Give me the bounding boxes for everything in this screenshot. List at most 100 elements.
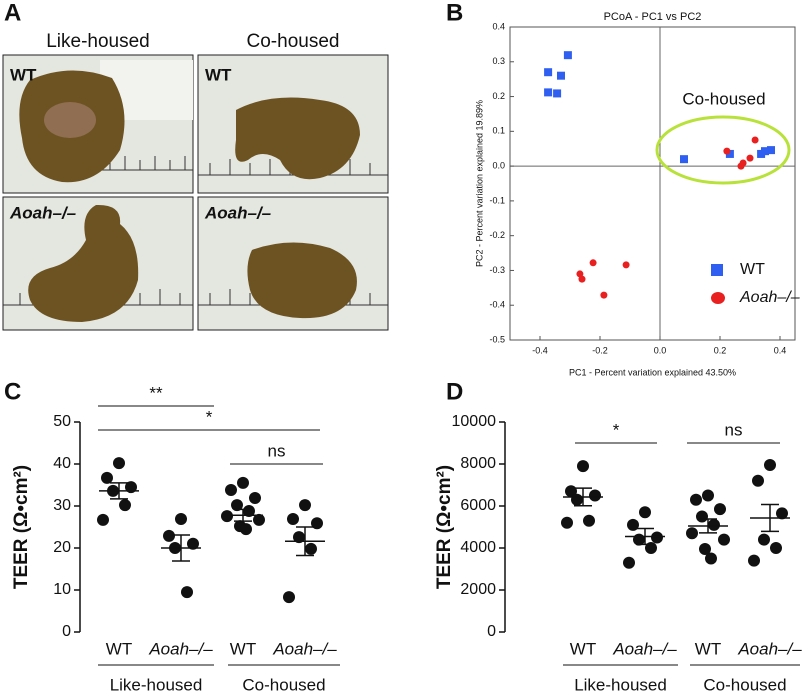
photo [2,196,194,331]
significance-label: ns [725,420,743,439]
point [622,261,630,269]
x-axis-label: PC1 - Percent variation explained 43.50% [569,367,736,377]
point [761,147,769,156]
legend-label: Aoah–/– [739,289,800,306]
y-axis-label: TEER (Ω•cm²) [434,465,455,589]
point [699,543,711,556]
point [544,88,553,97]
panel-label: C [4,378,21,405]
column-title: Like-housed [46,31,150,52]
photo [197,54,389,194]
point [119,499,131,512]
point [770,542,782,554]
point [748,554,760,567]
point [751,136,759,144]
point [764,459,776,472]
point [758,533,770,546]
x-tick-label: 0.0 [654,345,667,355]
point [249,492,261,505]
y-tick-label: 40 [53,455,71,472]
x-tick-label: 0.2 [714,345,727,355]
point [708,518,720,531]
x-tick-label: 0.4 [774,345,787,355]
group-label: Co-housed [242,675,325,693]
point [752,474,764,487]
point [125,481,137,494]
point [101,471,113,484]
y-tick-label: 0.0 [492,160,505,170]
photo [197,196,389,331]
y-tick-label: 8000 [460,455,496,472]
photo-tiles [2,54,389,331]
cluster-outline [655,115,791,185]
point [680,155,688,164]
significance-label: * [206,407,213,426]
group-label: Like-housed [574,675,667,693]
y-tick-label: 30 [53,497,71,514]
point [240,523,252,536]
point [589,259,597,267]
point [686,527,698,540]
point [589,489,601,502]
y-tick-label: 4000 [460,539,496,556]
panel-label: D [446,378,463,405]
x-tick-label: WT [106,639,132,658]
chart-title: PCoA - PC1 vs PC2 [604,11,702,23]
y-tick-label: 10 [53,581,71,598]
column-title: Co-housed [247,31,340,52]
point [623,556,635,569]
point [283,591,295,604]
point [776,507,788,520]
point [714,503,726,516]
group-label: Like-housed [110,675,203,693]
x-tick-label: WT [695,639,721,658]
point [578,275,586,283]
y-tick-label: 0.1 [492,126,505,136]
legend-label: WT [740,261,765,278]
tile-label: WT [10,65,37,84]
point [163,529,175,542]
tile-label: Aoah–/– [204,203,272,222]
y-tick-label: 0.2 [492,91,505,101]
point [97,513,109,526]
point [553,89,562,98]
point [561,516,573,529]
y-tick-label: 20 [53,539,71,556]
point [243,505,255,518]
point [181,586,193,599]
x-tick-label: WT [230,639,256,658]
y-axis-label: PC2 - Percent variation explained 19.89% [474,100,484,267]
point [544,68,553,77]
point [287,513,299,526]
x-tick-label: -0.4 [532,345,548,355]
point [767,146,775,155]
x-tick-label: Aoah–/– [148,639,213,658]
point [583,514,595,527]
y-tick-label: 0.3 [492,56,505,66]
point [187,537,199,550]
point [725,149,734,158]
annotation: Co-housed [682,89,765,108]
point [600,291,608,299]
point [113,457,125,470]
panel-label: B [446,0,463,26]
x-tick-label: -0.2 [592,345,608,355]
significance-label: ns [268,441,286,460]
point [737,162,745,170]
point [305,542,317,555]
point [690,493,702,506]
y-tick-label: 0 [62,623,71,640]
panel-label: A [4,0,21,26]
y-tick-label: 6000 [460,497,496,514]
y-tick-label: -0.3 [489,265,505,275]
y-tick-label: 0.4 [492,21,505,31]
y-tick-label: -0.2 [489,230,505,240]
group-label: Co-housed [703,675,786,693]
point [651,531,663,544]
x-tick-label: Aoah–/– [272,639,337,658]
y-tick-label: 0 [487,623,496,640]
x-tick-label: Aoah–/– [612,639,677,658]
y-tick-label: 10000 [452,413,497,430]
legend-marker [711,292,725,304]
y-tick-label: -0.5 [489,334,505,344]
